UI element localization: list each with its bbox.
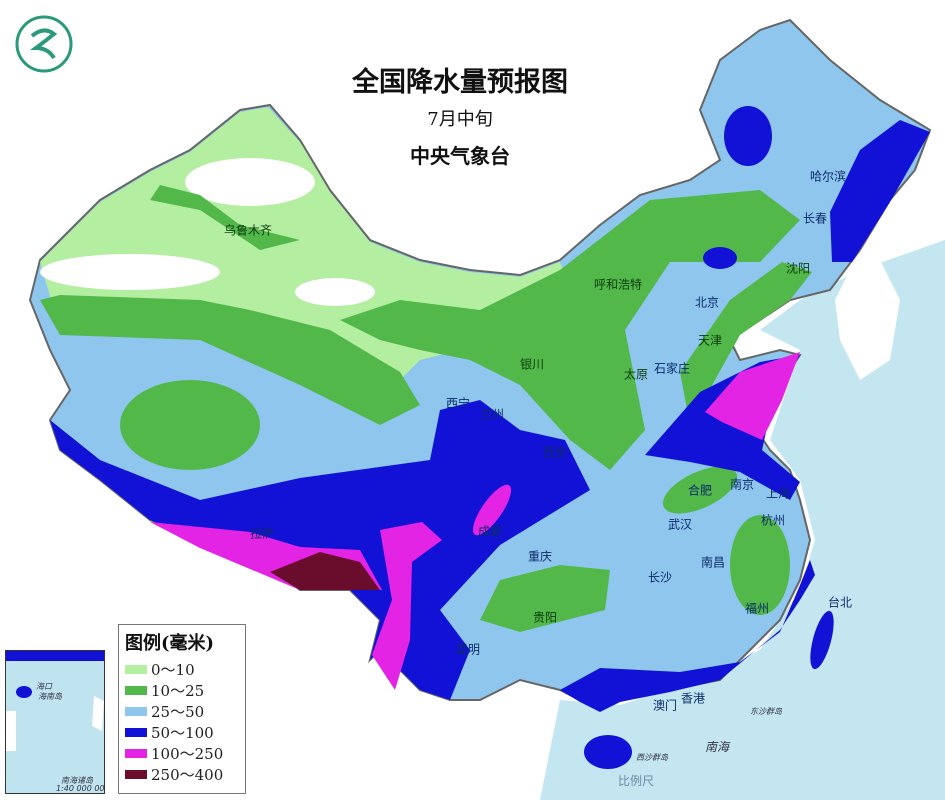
legend-swatch xyxy=(125,665,147,674)
city-label: 呼和浩特 xyxy=(593,277,643,292)
legend-label: 10～25 xyxy=(151,682,205,700)
scale-bar-label: 比例尺 xyxy=(618,774,655,788)
city-label: 拉萨 xyxy=(249,526,275,541)
legend-item: 10～25 xyxy=(125,680,239,701)
zone-100-250-yunnan xyxy=(372,522,442,690)
city-label: 长春 xyxy=(802,211,828,226)
legend-swatch xyxy=(125,707,147,716)
city-label: 长沙 xyxy=(647,570,673,585)
zone-10-25-ne xyxy=(680,262,812,425)
zone-dry-3 xyxy=(295,278,375,306)
legend-label: 250～400 xyxy=(151,766,224,784)
city-label: 石家庄 xyxy=(653,361,691,376)
zone-50-100-ne-edge xyxy=(830,120,930,262)
map-title: 全国降水量预报图 xyxy=(352,67,568,98)
city-label: 南京 xyxy=(729,477,755,492)
city-label: 西宁 xyxy=(445,396,471,411)
city-label: 昆明 xyxy=(455,642,481,657)
legend-item: 25～50 xyxy=(125,701,239,722)
zone-50-100-south xyxy=(560,560,815,712)
city-label: 成都 xyxy=(477,524,503,539)
inset-label-islands: 南海诸岛 xyxy=(61,776,93,785)
city-label: 上海 xyxy=(765,486,791,501)
legend-label: 100～250 xyxy=(151,745,224,763)
sea xyxy=(540,240,945,800)
legend-swatch xyxy=(125,770,147,779)
legend-title: 图例(毫米) xyxy=(125,633,215,654)
zone-50-100-ne xyxy=(724,106,772,166)
city-label: 北京 xyxy=(694,295,720,310)
legend-item: 0～10 xyxy=(125,659,239,680)
legend: 图例(毫米) 0～10 10～25 25～50 50～100 100～250 2… xyxy=(118,624,246,794)
zone-10-25-wuhan xyxy=(662,466,738,514)
zone-100-250-sichuan xyxy=(472,484,512,536)
city-label: 杭州 xyxy=(760,513,786,528)
hainan xyxy=(584,735,632,769)
zone-10-25-jiangxi xyxy=(730,515,790,615)
sea-label-xisha: 西沙群岛 xyxy=(636,753,668,762)
city-label: 沈阳 xyxy=(785,261,811,276)
legend-item: 250～400 xyxy=(125,764,239,785)
city-label: 哈尔滨 xyxy=(809,169,847,184)
forecast-period: 7月中旬 xyxy=(427,109,493,130)
zone-dry-2 xyxy=(40,254,220,290)
city-label: 香港 xyxy=(680,691,706,706)
legend-label: 50～100 xyxy=(151,724,214,742)
city-label: 天津 xyxy=(697,333,723,348)
zone-10-25-tianshan xyxy=(150,185,300,250)
sea-label-dongsha: 东沙群岛 xyxy=(750,707,782,716)
city-label: 澳门 xyxy=(652,698,678,713)
legend-item: 100～250 xyxy=(125,743,239,764)
inset-scale: 1:40 000 000 xyxy=(56,784,105,793)
legend-item: 50～100 xyxy=(125,722,239,743)
zone-50-100-nc xyxy=(703,247,737,269)
city-label: 兰州 xyxy=(479,407,505,422)
zone-10-25-nw xyxy=(40,295,420,425)
inset-label-haikou: 海口 xyxy=(36,682,52,691)
taiwan xyxy=(810,610,834,670)
city-label: 银川 xyxy=(519,357,545,372)
south-china-sea-inset: 海口 海南岛 南海诸岛 1:40 000 000 xyxy=(5,650,105,794)
legend-swatch xyxy=(125,686,147,695)
issuer: 中央气象台 xyxy=(410,144,510,168)
zone-dry-1 xyxy=(185,158,315,206)
city-label: 南昌 xyxy=(700,555,726,570)
city-label: 台北 xyxy=(827,595,853,610)
legend-label: 0～10 xyxy=(151,661,195,679)
zone-100-250-shandong xyxy=(705,352,800,440)
korea-peninsula xyxy=(835,260,900,380)
inset-label-hainan: 海南岛 xyxy=(38,692,62,701)
inset-map xyxy=(6,651,104,751)
logo-icon xyxy=(15,15,73,73)
city-label: 合肥 xyxy=(687,483,713,498)
sea-label-south-sea: 南海 xyxy=(705,740,730,754)
legend-swatch xyxy=(125,728,147,737)
city-label: 乌鲁木齐 xyxy=(223,223,273,238)
city-label: 武汉 xyxy=(667,517,693,532)
zone-10-25-guizhou xyxy=(480,565,610,632)
city-label: 福州 xyxy=(744,601,770,616)
zone-10-25-w xyxy=(120,380,260,470)
city-label: 重庆 xyxy=(527,549,553,564)
city-label: 太原 xyxy=(623,367,649,382)
city-label: 西安 xyxy=(542,445,568,460)
zone-250-400 xyxy=(270,552,380,590)
legend-swatch xyxy=(125,749,147,758)
zone-10-25-north xyxy=(340,190,800,470)
city-label: 贵阳 xyxy=(532,610,558,625)
legend-label: 25～50 xyxy=(151,703,205,721)
